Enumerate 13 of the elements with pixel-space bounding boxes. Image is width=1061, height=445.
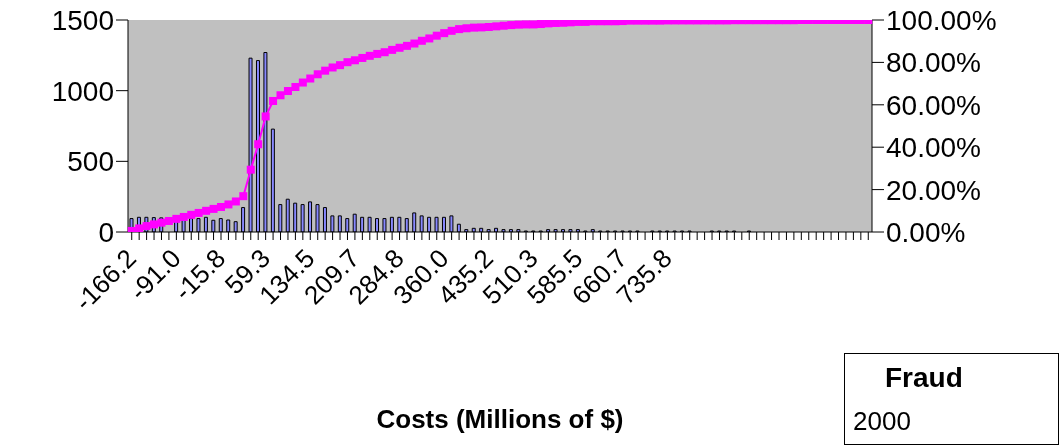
- y2-tick-label: 80.00%: [886, 47, 981, 79]
- y-tick-label: 1500: [51, 4, 114, 36]
- y-tick-label: 500: [67, 146, 114, 178]
- y2-tick-label: 20.00%: [886, 174, 981, 206]
- y-tick-label: 0: [98, 216, 114, 248]
- x-axis-title: Costs (Millions of $): [376, 404, 624, 434]
- y2-tick-label: 60.00%: [886, 89, 981, 121]
- y2-tick-label: 100.00%: [886, 4, 997, 36]
- text: Fraud: [885, 362, 963, 394]
- y2-tick-label: 40.00%: [886, 132, 981, 164]
- y2-tick-label: 0.00%: [886, 216, 966, 248]
- text: 2000: [853, 406, 911, 437]
- y-tick-label: 1000: [51, 75, 114, 107]
